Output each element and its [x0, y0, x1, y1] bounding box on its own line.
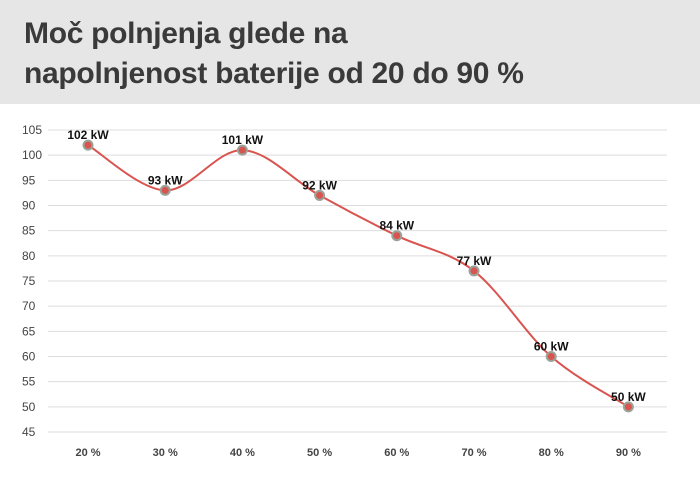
data-label: 77 kW — [457, 254, 492, 268]
data-point — [622, 401, 634, 413]
data-point — [545, 351, 557, 362]
line-chart: 45 50 55 60 65 70 75 80 85 90 95 100 105 20 % 30 % 40 … — [22, 123, 667, 459]
series-line — [87, 144, 629, 408]
y-tick-label: 60 — [22, 350, 36, 364]
header-band: Moč polnjenja glede na napolnjenost bate… — [0, 0, 700, 104]
y-tick-label: 50 — [22, 400, 36, 414]
x-tick-label: 70 % — [461, 447, 486, 459]
y-tick-label: 70 — [22, 299, 36, 313]
y-tick-label: 85 — [22, 224, 36, 238]
data-label: 101 kW — [222, 133, 264, 147]
y-tick-label: 95 — [22, 173, 36, 187]
y-tick-label: 75 — [22, 274, 36, 288]
y-tick-label: 80 — [22, 249, 36, 263]
x-tick-label: 90 % — [616, 447, 641, 459]
data-point — [314, 189, 326, 201]
x-tick-label: 30 % — [153, 447, 178, 459]
x-tick-label: 50 % — [307, 447, 332, 459]
data-label: 50 kW — [611, 390, 646, 404]
chart-title-line-2: napolnjenost baterije od 20 do 90 % — [24, 57, 524, 90]
data-point — [236, 144, 248, 156]
x-tick-label: 60 % — [384, 447, 409, 459]
data-point — [82, 139, 94, 151]
y-axis-ticks: 45 50 55 60 65 70 75 80 85 90 95 100 105 — [22, 123, 42, 439]
series-path — [87, 144, 629, 408]
data-label: 84 kW — [379, 219, 414, 233]
y-tick-label: 90 — [22, 199, 36, 213]
y-tick-label: 65 — [22, 324, 36, 338]
x-tick-label: 40 % — [230, 447, 255, 459]
y-tick-label: 100 — [22, 148, 42, 162]
data-point — [159, 184, 171, 196]
y-tick-label: 105 — [22, 123, 42, 137]
gridlines — [48, 129, 667, 433]
y-tick-label: 45 — [22, 425, 36, 439]
x-tick-label: 20 % — [75, 447, 100, 459]
data-label: 60 kW — [534, 340, 569, 354]
y-tick-label: 55 — [22, 375, 36, 389]
x-tick-label: 80 % — [539, 447, 564, 459]
data-label: 102 kW — [67, 128, 109, 142]
chart-title-line-1: Moč polnjenja glede na — [24, 17, 348, 50]
data-markers — [82, 139, 634, 413]
data-labels: 102 kW 93 kW 101 kW 92 kW 84 kW 77 kW 60 kW 50 … — [67, 128, 646, 404]
chart-title: Moč polnjenja glede na napolnjenost bate… — [24, 14, 684, 94]
data-label: 93 kW — [148, 173, 183, 187]
x-axis-ticks: 20 % 30 % 40 % 50 % 60 % 70 % 80 % 90 % — [75, 447, 641, 459]
data-point — [468, 265, 480, 277]
data-point — [391, 230, 403, 242]
data-label: 92 kW — [302, 178, 337, 192]
